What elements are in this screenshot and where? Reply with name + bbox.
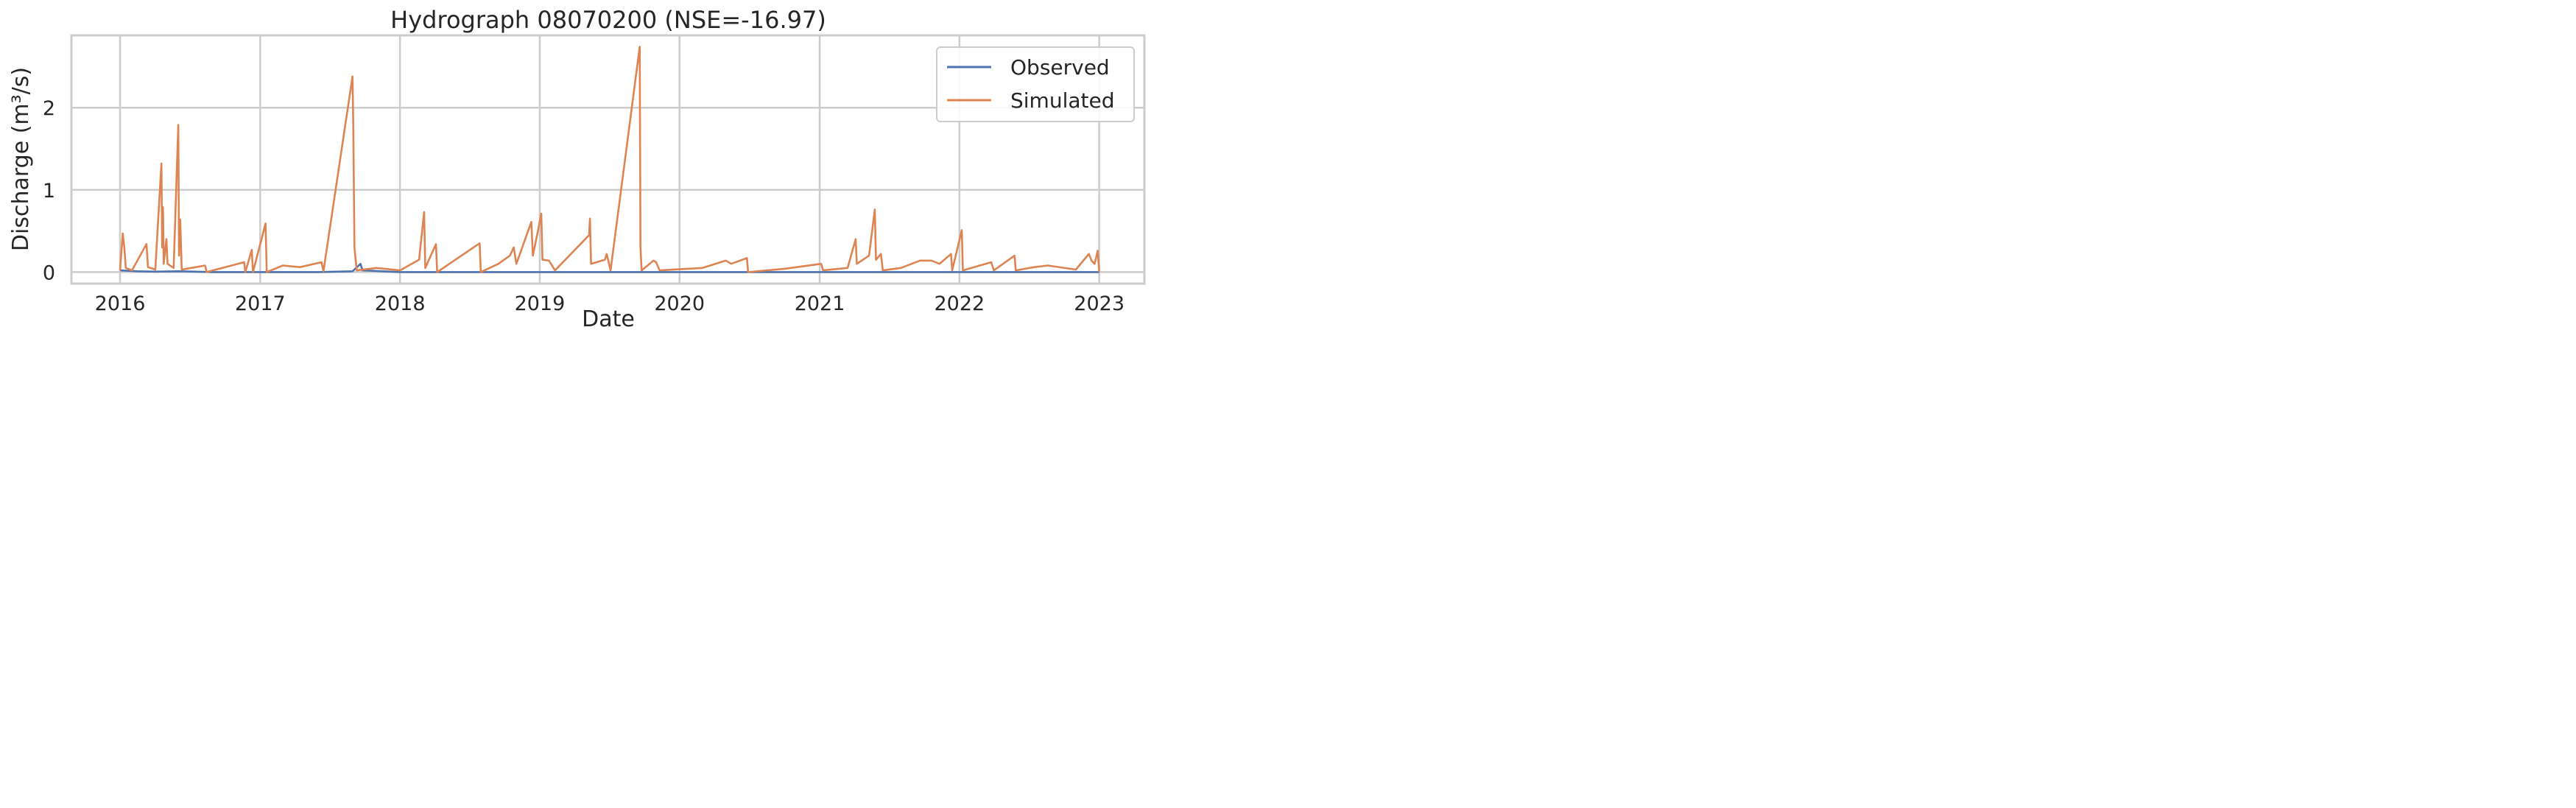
- legend-label-simulated: Simulated: [1010, 88, 1115, 113]
- y-tick-label-2: 2: [43, 97, 55, 120]
- chart: 2016 2017 2018 2019 2020 2021 2022 2023 0 1 2 Hydr…: [8, 6, 1146, 332]
- x-tick-label-2016: 2016: [95, 292, 146, 315]
- x-tick-label-2017: 2017: [235, 292, 286, 315]
- x-tick-label-2018: 2018: [375, 292, 426, 315]
- legend-box: [936, 46, 1135, 122]
- x-tick-label-2023: 2023: [1074, 292, 1125, 315]
- x-tick-label-2020: 2020: [654, 292, 705, 315]
- x-axis-label: Date: [582, 306, 635, 332]
- legend-label-observed: Observed: [1010, 55, 1110, 80]
- tick-labels: 2016 2017 2018 2019 2020 2021 2022 2023 0 1 2: [43, 97, 1125, 315]
- y-axis-label: Discharge (m³/s): [8, 67, 34, 251]
- series-line-simulated: [119, 46, 1100, 273]
- y-tick-label-0: 0: [43, 261, 55, 284]
- y-tick-label-1: 1: [43, 180, 55, 203]
- series-line-observed: [119, 262, 1099, 273]
- chart-title: Hydrograph 08070200 (NSE=-16.97): [390, 6, 826, 34]
- x-tick-label-2019: 2019: [515, 292, 566, 315]
- plot-frame: [70, 34, 1146, 285]
- x-tick-label-2022: 2022: [934, 292, 985, 315]
- x-tick-label-2021: 2021: [795, 292, 845, 315]
- series-lines: [119, 46, 1100, 273]
- legend: Observed Simulated: [936, 46, 1135, 122]
